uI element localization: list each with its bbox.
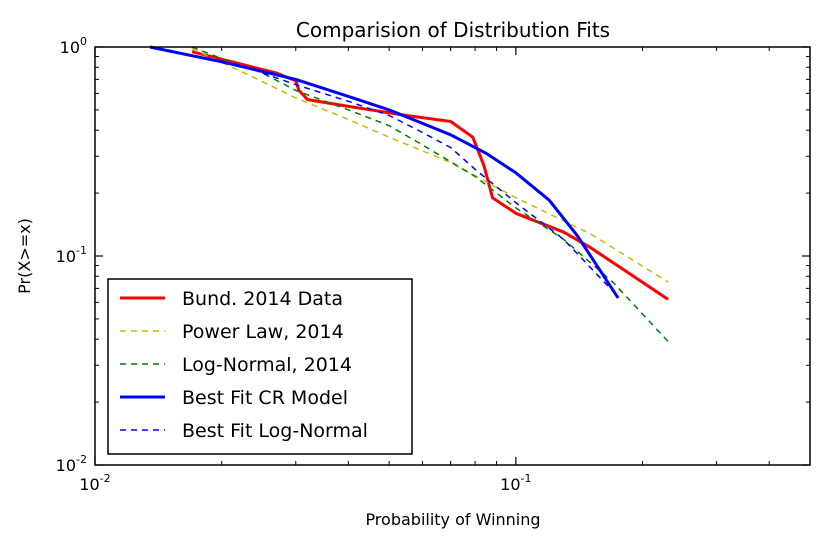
series-lines [149, 45, 669, 343]
legend-box [107, 278, 413, 455]
x-tick-label: 10-1 [500, 472, 531, 494]
chart-title: Comparision of Distribution Fits [296, 18, 610, 42]
y-tick-label: 10-1 [56, 244, 87, 266]
x-tick-label: 10-2 [79, 472, 110, 494]
legend-label-4: Best Fit CR Model [182, 387, 348, 409]
legend-label-1: Bund. 2014 Data [182, 288, 343, 310]
legend-label-5: Best Fit Log-Normal [182, 420, 368, 442]
legend-label-2: Power Law, 2014 [182, 321, 344, 343]
x-axis-label: Probability of Winning [365, 510, 540, 529]
series-line-4 [149, 45, 620, 299]
legend: Bund. 2014 Data Power Law, 2014 Log-Normal… [107, 278, 413, 455]
y-tick-label: 10-2 [56, 453, 87, 475]
series-line-5 [262, 72, 614, 292]
plot-frame [94, 46, 811, 466]
series-line-1 [191, 50, 669, 301]
y-tick-label: 100 [60, 35, 87, 57]
y-axis-label: Pr(X>=x) [15, 218, 34, 294]
legend-label-3: Log-Normal, 2014 [182, 354, 352, 376]
